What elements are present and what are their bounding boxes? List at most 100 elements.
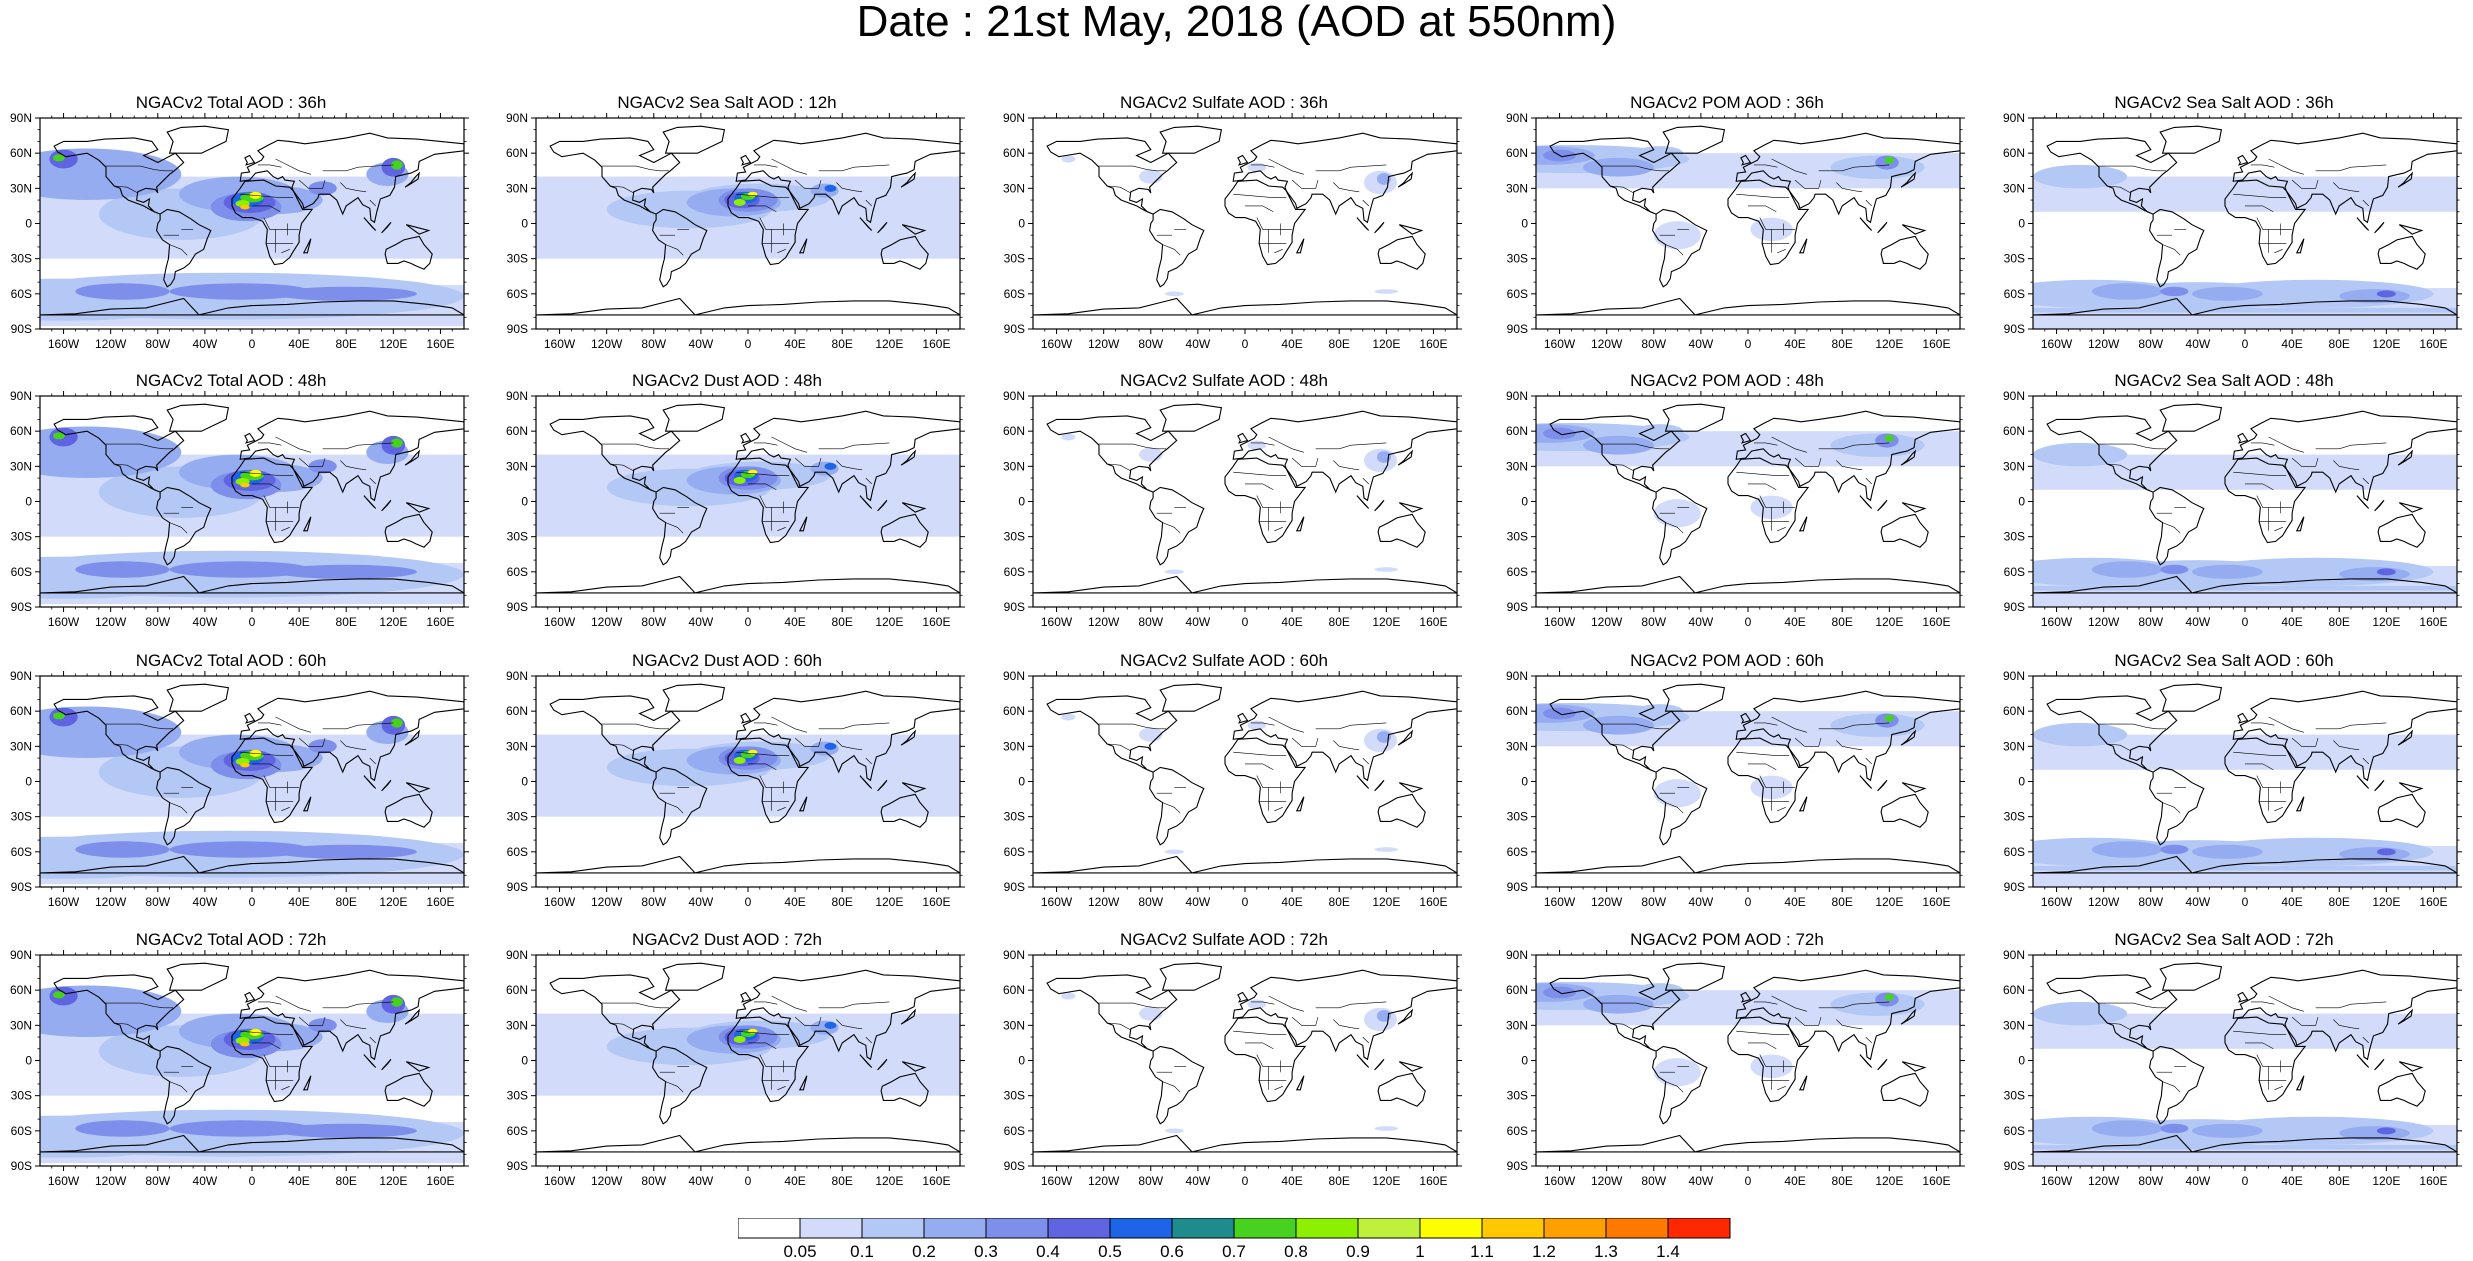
- aod-field: [1376, 173, 1392, 185]
- panel-title: NGACv2 Total AOD : 72h: [135, 930, 327, 949]
- aod-field: [2376, 290, 2396, 298]
- coastline: [1901, 224, 1927, 235]
- coastline: [1880, 1072, 1929, 1107]
- lon-tick-label: 40E: [1784, 1174, 1805, 1188]
- country-border: [252, 483, 281, 491]
- country-border: [836, 740, 863, 751]
- colorbar-box: [1171, 1218, 1235, 1239]
- aod-field: [75, 1120, 170, 1137]
- coastline: [1735, 690, 1960, 782]
- coastline: [536, 575, 960, 594]
- lat-tick-label: 30N: [1003, 459, 1025, 473]
- aod-field: [2033, 1001, 2128, 1026]
- lon-tick-label: 80E: [336, 1174, 357, 1188]
- lon-tick-label: 120E: [2372, 615, 2400, 629]
- country-border: [369, 477, 376, 485]
- aod-field: [1583, 715, 1654, 735]
- lon-tick-label: 80E: [336, 895, 357, 909]
- country-border: [771, 995, 807, 1012]
- country-border: [1748, 763, 1777, 771]
- lat-tick-label: 0: [521, 217, 528, 231]
- lon-tick-label: 40W: [193, 895, 218, 909]
- country-border: [257, 442, 282, 446]
- lon-tick-label: 160W: [544, 337, 576, 351]
- lon-tick-label: 40W: [2186, 337, 2211, 351]
- coastline: [2397, 729, 2414, 746]
- lon-tick-label: 40E: [2281, 1174, 2302, 1188]
- lon-tick-label: 0: [249, 337, 256, 351]
- aod-field: [2091, 283, 2163, 300]
- lon-tick-label: 120W: [2088, 895, 2120, 909]
- coastline: [1859, 775, 1873, 789]
- country-border: [1771, 158, 1807, 175]
- coastline: [302, 1075, 312, 1091]
- country-border: [1836, 182, 1863, 193]
- aod-field: [2033, 722, 2128, 747]
- country-border: [2274, 1086, 2283, 1091]
- lon-tick-label: 120W: [95, 895, 127, 909]
- country-border: [2097, 443, 2167, 450]
- coastline: [735, 132, 960, 224]
- aod-map: 90N 60N 30N 0 30S 60S 90S 160W 120W 80W 40W 0 40E 80E…: [10, 111, 469, 351]
- lon-tick-label: 40W: [2186, 1174, 2211, 1188]
- country-border: [1836, 1019, 1863, 1030]
- lon-tick-label: 120E: [1875, 615, 1903, 629]
- lon-tick-label: 0: [249, 895, 256, 909]
- aod-map: 90N 60N 30N 0 30S 60S 90S 160W 120W 80W 40W 0 40E 80E…: [506, 389, 965, 629]
- lon-tick-label: 40W: [193, 615, 218, 629]
- colorbar-box: [861, 1218, 925, 1239]
- coastline: [363, 217, 377, 231]
- lon-tick-label: 80W: [1641, 337, 1666, 351]
- aod-field: [1583, 435, 1654, 455]
- aod-field: [1653, 779, 1701, 808]
- country-border: [1818, 1001, 1890, 1009]
- coastline: [1033, 855, 1457, 874]
- coastline: [1549, 137, 1681, 215]
- lon-tick-label: 120E: [379, 895, 407, 909]
- country-border: [610, 1022, 634, 1031]
- coastline: [859, 775, 873, 789]
- map-panel: NGACv2 POM AOD : 48h 90N 60N 30N 0 30S 60S 90S 1…: [1496, 372, 1965, 642]
- coastline: [1356, 495, 1370, 509]
- coastline: [231, 1016, 314, 1103]
- coastline: [2046, 695, 2178, 773]
- country-border: [1362, 477, 1369, 485]
- coastline: [1397, 729, 1414, 746]
- coastline: [1159, 403, 1223, 432]
- lon-tick-label: 160W: [1544, 337, 1576, 351]
- aod-field: [1139, 727, 1163, 742]
- coastline: [2374, 221, 2385, 234]
- panel-title: NGACv2 Total AOD : 36h: [135, 93, 327, 112]
- lat-tick-label: 90N: [1506, 669, 1528, 683]
- lat-tick-label: 60S: [1004, 287, 1025, 301]
- country-border: [2333, 740, 2360, 751]
- coastline: [2397, 449, 2414, 466]
- coastline: [662, 403, 726, 432]
- coastline: [405, 502, 431, 513]
- country-border: [1610, 463, 1634, 472]
- lon-tick-label: 80E: [832, 1174, 853, 1188]
- lon-tick-label: 80E: [1329, 895, 1350, 909]
- lon-tick-label: 40E: [784, 337, 805, 351]
- page-title: Date : 21st May, 2018 (AOD at 550nm): [856, 0, 1617, 46]
- coastline: [1859, 1054, 1873, 1068]
- country-border: [2250, 1001, 2275, 1005]
- map-background: [1033, 676, 1457, 887]
- country-border: [104, 443, 174, 450]
- coastline: [1046, 974, 1178, 1052]
- lat-tick-label: 30N: [506, 739, 528, 753]
- country-border: [600, 443, 670, 450]
- colorbar-label: 1.1: [1470, 1242, 1494, 1261]
- coastline: [1374, 221, 1385, 234]
- aod-field: [2376, 568, 2396, 576]
- coastline: [1237, 154, 1249, 166]
- aod-field: [2033, 585, 2457, 591]
- country-border: [1233, 751, 1287, 756]
- country-border: [1291, 737, 1319, 747]
- aod-field: [536, 793, 960, 817]
- country-border: [1736, 1030, 1790, 1035]
- coastline: [740, 154, 752, 166]
- map-panel: NGACv2 Sea Salt AOD : 36h 90N 60N 30N 0 30S 60…: [1993, 94, 2462, 364]
- country-border: [1250, 164, 1275, 168]
- lon-tick-label: 120E: [2372, 1174, 2400, 1188]
